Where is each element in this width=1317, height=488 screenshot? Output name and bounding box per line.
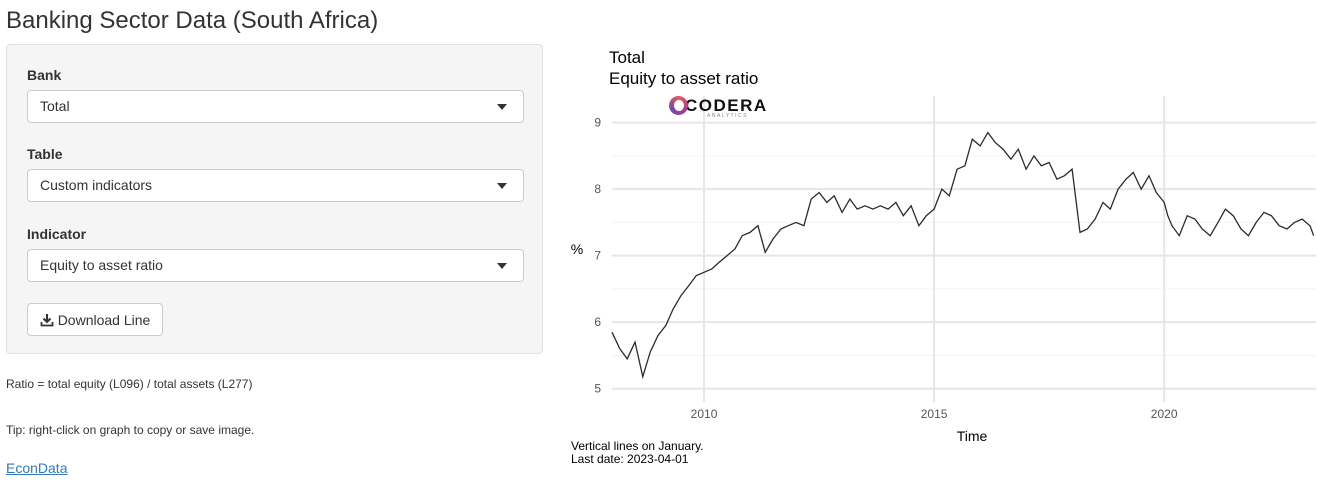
codera-logo-icon [669,96,688,115]
x-axis-label: Time [957,428,988,444]
chart-caption-vertical: Vertical lines on January. [571,439,704,453]
bank-label: Bank [27,67,62,83]
table-label: Table [27,146,63,162]
y-tick-label: 5 [594,382,601,396]
app-title: Banking Sector Data (South Africa) [6,7,379,34]
codera-logo-text: CODERA [685,96,768,115]
line-chart[interactable]: 5 6 7 8 9 2010 2015 2020 % Time [560,88,1317,446]
chart-grid [612,96,1316,402]
x-tick-label: 2015 [921,407,948,421]
chart-title: Total [609,48,645,67]
chart-subtitle: Equity to asset ratio [609,69,759,88]
download-button-label: Download Line [57,311,151,328]
codera-logo: CODERA ANALYTICS [669,96,768,119]
x-tick-labels: 2010 2015 2020 [691,407,1178,421]
download-line-button[interactable]: Download Line [27,303,163,336]
indicator-select-value: Equity to asset ratio [40,257,163,273]
bank-select[interactable]: Total [27,90,524,123]
y-tick-labels: 5 6 7 8 9 [594,116,601,396]
y-axis-label: % [571,241,583,257]
x-tick-label: 2010 [691,407,718,421]
bank-select-value: Total [40,98,70,114]
chart-caption-lastdate: Last date: 2023-04-01 [571,452,689,466]
series-line [611,131,1315,380]
chevron-down-icon [497,104,507,110]
y-tick-label: 7 [594,249,601,263]
chevron-down-icon [497,263,507,269]
econdata-link[interactable]: EconData [6,460,68,476]
table-select-value: Custom indicators [40,177,153,193]
ratio-note: Ratio = total equity (L096) / total asse… [6,377,253,391]
y-tick-label: 6 [594,315,601,329]
indicator-select[interactable]: Equity to asset ratio [27,249,524,282]
indicator-label: Indicator [27,226,87,242]
sidebar-panel: Bank Total Table Custom indicators Indic… [6,44,543,354]
chevron-down-icon [497,183,507,189]
y-tick-label: 8 [594,182,601,196]
table-select[interactable]: Custom indicators [27,169,524,202]
y-tick-label: 9 [594,116,601,130]
tip-note: Tip: right-click on graph to copy or sav… [6,423,255,437]
download-icon [40,313,54,326]
codera-logo-subtext: ANALYTICS [707,113,748,119]
x-tick-label: 2020 [1151,407,1178,421]
